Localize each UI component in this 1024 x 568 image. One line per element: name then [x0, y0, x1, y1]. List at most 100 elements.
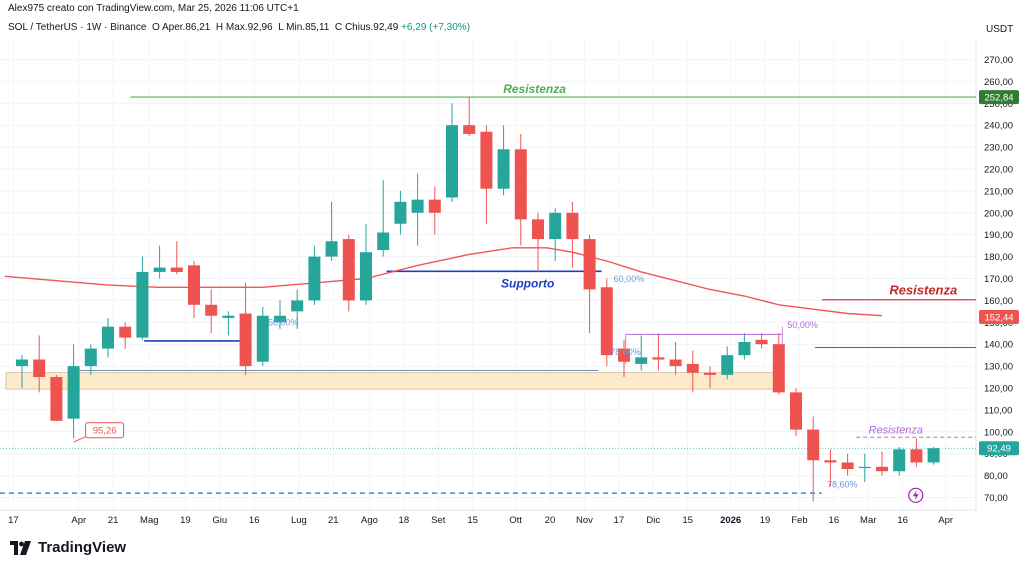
candle-up: [549, 212, 562, 240]
resistance-low-label: Resistenza: [869, 424, 923, 436]
y-tick-label: 250,00: [984, 99, 1013, 110]
candle-down: [772, 344, 785, 393]
x-tick-label: Set: [431, 515, 446, 526]
y-tick-label: 260,00: [984, 77, 1013, 88]
y-tick-label: 110,00: [984, 405, 1012, 416]
candle-down: [669, 359, 682, 367]
fibonacci-label: 78,60%: [827, 480, 858, 490]
low-label: L: [278, 22, 284, 33]
candle-down: [532, 219, 544, 240]
candle-down: [514, 149, 527, 220]
fibonacci-label: 60,00%: [614, 274, 645, 284]
candle-down: [33, 359, 46, 378]
candle-down: [480, 131, 493, 189]
candle-up: [274, 315, 286, 323]
candle-up: [153, 267, 166, 272]
y-tick-label: 230,00: [984, 143, 1013, 154]
fibonacci-label: 78,60%: [610, 347, 641, 357]
x-tick-label: 19: [760, 515, 771, 526]
candle-up: [102, 326, 114, 349]
moving-average-line: [4, 247, 883, 317]
tradingview-logo[interactable]: TradingView: [10, 539, 126, 556]
candle-down: [824, 460, 837, 463]
candle-up: [738, 342, 751, 356]
candle-up: [893, 449, 906, 472]
candle-up: [394, 201, 407, 224]
candle-up: [446, 125, 458, 198]
candle-up: [308, 256, 321, 301]
x-tick-label: 21: [108, 515, 119, 526]
candle-up: [256, 315, 269, 362]
y-tick-label: 130,00: [984, 362, 1013, 373]
open-value: Aper.86,21: [161, 22, 211, 33]
candle-down: [704, 372, 716, 375]
x-tick-label: 16: [897, 515, 908, 526]
candle-down: [876, 466, 888, 472]
candle-up: [136, 271, 149, 338]
candle-up: [497, 149, 510, 189]
x-tick-label: 2026: [720, 515, 741, 526]
x-tick-label: Giu: [212, 515, 227, 526]
candle-down: [188, 265, 200, 305]
low-marker-label: 95,26: [93, 426, 117, 437]
change-value: +6,29 (+7,30%): [401, 22, 471, 33]
x-tick-label: Lug: [291, 515, 307, 526]
x-tick-label: Mag: [140, 515, 158, 526]
candle-up: [858, 466, 871, 469]
candle-up: [377, 232, 390, 251]
candle-down: [566, 212, 579, 240]
support-zone: [5, 372, 784, 390]
candle-up: [291, 300, 304, 312]
candle-up: [16, 359, 28, 367]
low-marker-box: [85, 422, 125, 439]
price-badge-resistance: 252,84: [984, 93, 1013, 104]
candle-up: [411, 199, 424, 213]
x-tick-label: Ago: [361, 515, 378, 526]
x-tick-label: Ott: [509, 515, 522, 526]
candle-down: [686, 363, 699, 373]
candle-up: [67, 366, 80, 419]
x-tick-label: 16: [829, 515, 840, 526]
x-tick-label: 15: [467, 515, 478, 526]
x-tick-label: 15: [682, 515, 693, 526]
fibonacci-label: 50,00%: [268, 318, 299, 328]
x-tick-label: 18: [399, 515, 410, 526]
open-label: O: [151, 22, 160, 33]
x-tick-label: Apr: [71, 515, 86, 526]
candle-down: [239, 313, 252, 367]
x-tick-label: 21: [328, 515, 339, 526]
close-value: Chius.92,49: [344, 22, 399, 33]
candle-down: [841, 462, 854, 470]
y-tick-label: 240,00: [984, 121, 1013, 132]
low-value: Min.85,11: [286, 22, 330, 33]
candle-down: [205, 304, 218, 316]
candle-down: [910, 449, 923, 463]
candle-down: [652, 357, 665, 360]
candle-up: [222, 315, 235, 318]
x-tick-label: 19: [180, 515, 191, 526]
x-tick-label: 17: [614, 515, 625, 526]
price-badge-last-box: [979, 441, 1019, 456]
y-tick-label: 80,00: [984, 471, 1008, 482]
y-tick-label: 270,00: [984, 55, 1013, 66]
candle-down: [618, 348, 630, 362]
x-tick-label: Mar: [860, 515, 876, 526]
x-tick-label: Feb: [791, 515, 807, 526]
y-tick-label: 120,00: [984, 384, 1013, 395]
y-tick-label: 190,00: [984, 230, 1013, 241]
symbol-label[interactable]: SOL / TetherUS · 1W · Binance: [8, 22, 147, 33]
x-tick-label: 16: [249, 515, 260, 526]
candle-up: [360, 252, 372, 301]
support-main-label: Supporto: [501, 276, 554, 290]
candle-down: [583, 239, 596, 290]
candle-down: [428, 199, 441, 213]
currency-label[interactable]: USDT: [986, 24, 1014, 35]
ohlc-legend: SOL / TetherUS · 1W · Binance O Aper.86,…: [8, 22, 470, 33]
resistance-top-label: Resistenza: [503, 82, 566, 96]
candle-down: [790, 392, 802, 430]
high-value: Max.92,96: [225, 22, 273, 33]
candle-up: [927, 448, 940, 463]
fibonacci-label: 50,00%: [787, 320, 818, 330]
y-tick-label: 210,00: [984, 186, 1013, 197]
